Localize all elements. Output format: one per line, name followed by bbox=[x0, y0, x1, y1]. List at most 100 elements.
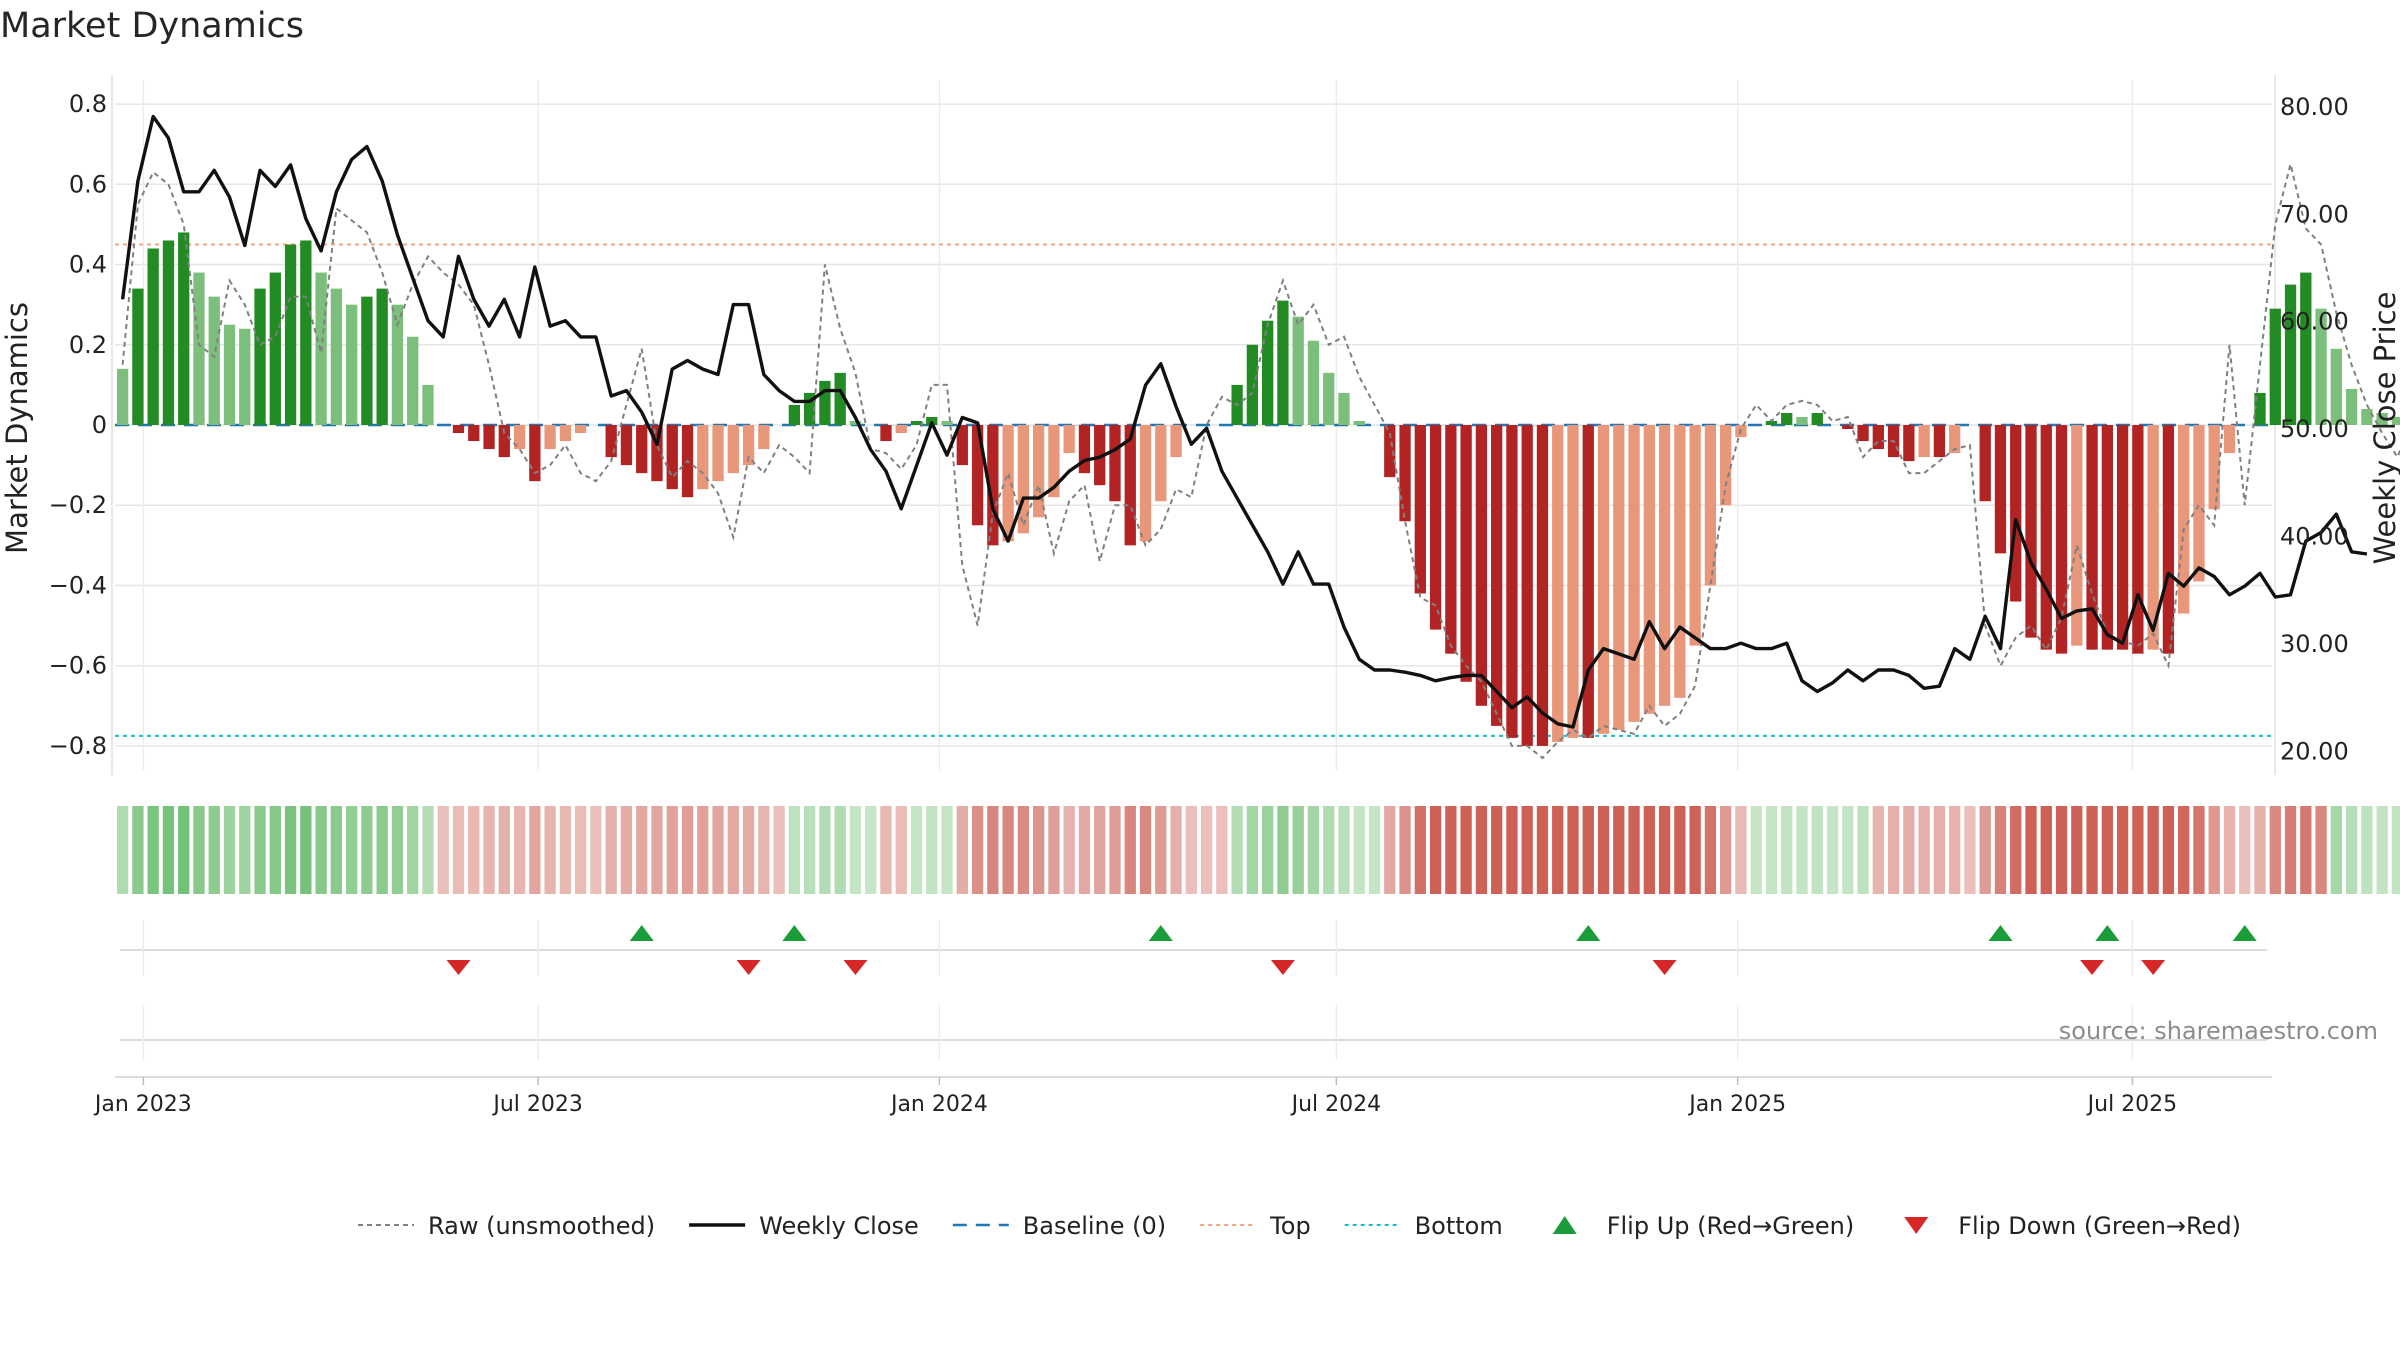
strip-cell bbox=[513, 806, 526, 894]
dynamics-bar bbox=[300, 240, 312, 425]
dynamics-bar bbox=[1002, 425, 1014, 542]
dynamics-bar bbox=[727, 425, 739, 474]
dynamics-bar bbox=[330, 288, 343, 425]
strip-cell bbox=[1170, 806, 1182, 894]
flip-down-marker bbox=[2080, 960, 2105, 975]
strip-cell bbox=[1781, 806, 1793, 894]
dynamics-bar bbox=[1063, 425, 1075, 454]
dynamics-bar bbox=[2361, 408, 2373, 425]
strip-cell bbox=[956, 806, 968, 894]
dynamics-bar bbox=[1567, 425, 1579, 738]
strip-cell bbox=[2086, 806, 2098, 894]
dynamics-bar bbox=[987, 425, 999, 546]
strip-cell bbox=[2208, 806, 2220, 894]
legend-raw-label: Raw (unsmoothed) bbox=[428, 1212, 655, 1240]
dynamics-bar bbox=[712, 425, 724, 482]
dynamics-bar bbox=[834, 372, 846, 425]
strip-cell bbox=[1735, 806, 1747, 894]
x-tick-label: Jan 2023 bbox=[93, 1092, 192, 1117]
y-tick-label: 0.2 bbox=[69, 331, 107, 359]
strip-cell bbox=[1277, 806, 1289, 894]
dynamics-bar bbox=[1796, 416, 1808, 425]
dynamics-bar bbox=[2391, 416, 2400, 425]
legend-flip-up-swatch bbox=[1552, 1216, 1577, 1234]
strip-cell bbox=[1887, 806, 1900, 894]
strip-cell bbox=[1552, 806, 1564, 894]
dynamics-bar bbox=[1323, 372, 1335, 425]
dynamics-bar bbox=[1139, 425, 1152, 542]
strip-cell bbox=[391, 806, 404, 894]
dynamics-bar bbox=[2376, 412, 2388, 425]
dynamics-bar bbox=[2269, 308, 2281, 425]
dynamics-bar bbox=[636, 425, 648, 474]
strip-cell bbox=[407, 806, 419, 894]
strip-cell bbox=[2162, 806, 2175, 894]
dynamics-bar bbox=[666, 425, 678, 490]
dynamics-bar bbox=[788, 404, 801, 425]
dynamics-bar bbox=[651, 425, 663, 482]
strip-cell bbox=[1124, 806, 1136, 894]
strip-cell bbox=[2193, 806, 2205, 894]
strip-cell bbox=[1002, 806, 1014, 894]
dynamics-bar bbox=[1017, 425, 1030, 534]
dynamics-bar bbox=[620, 425, 633, 466]
dynamics-bar bbox=[147, 248, 159, 425]
dynamics-bar bbox=[819, 380, 831, 425]
strip-cell bbox=[1216, 806, 1228, 894]
dynamics-bar bbox=[1353, 420, 1365, 425]
legend-flip-down-label: Flip Down (Green→Red) bbox=[1958, 1212, 2241, 1240]
flip-down-marker bbox=[446, 960, 471, 975]
strip-cell bbox=[1338, 806, 1350, 894]
strip-cell bbox=[895, 806, 907, 894]
y2-tick-label: 60.00 bbox=[2280, 308, 2349, 336]
strip-cell bbox=[1292, 806, 1304, 894]
flip-markers-panel bbox=[120, 920, 2267, 976]
dynamics-bar bbox=[2025, 425, 2037, 638]
dynamics-bar bbox=[895, 425, 907, 434]
flip-down-marker bbox=[1270, 960, 1295, 975]
strip-cell bbox=[2330, 806, 2342, 894]
strip-cell bbox=[254, 806, 266, 894]
y2-tick-label: 50.00 bbox=[2280, 415, 2349, 443]
flip-up-marker bbox=[629, 925, 654, 941]
strip-cell bbox=[1307, 806, 1320, 894]
dynamics-bar bbox=[2345, 388, 2358, 425]
dynamics-bar bbox=[529, 425, 541, 482]
strip-cell bbox=[971, 806, 984, 894]
strip-cell bbox=[2269, 806, 2281, 894]
flip-up-marker bbox=[1988, 925, 2013, 941]
strip-cell bbox=[1368, 806, 1381, 894]
right-axis-ticks: 80.00 70.00 60.00 50.00 40.00 30.00 20.00 bbox=[2280, 93, 2349, 766]
strip-cell bbox=[2040, 806, 2052, 894]
strip-cell bbox=[819, 806, 831, 894]
strip-cell bbox=[452, 806, 465, 894]
strip-cell bbox=[422, 806, 434, 894]
dynamics-bar bbox=[1491, 425, 1503, 726]
dynamics-bar bbox=[559, 425, 572, 442]
strip-cell bbox=[1765, 806, 1778, 894]
dynamics-bar bbox=[1658, 425, 1671, 706]
dynamics-bar bbox=[1506, 425, 1518, 738]
strip-cell bbox=[1384, 806, 1396, 894]
dynamics-bar bbox=[1765, 420, 1778, 425]
y-tick-label: −0.2 bbox=[49, 491, 107, 519]
y2-tick-label: 40.00 bbox=[2280, 523, 2349, 551]
strip-cell bbox=[849, 806, 862, 894]
dynamics-bar bbox=[1552, 425, 1564, 742]
strip-cell bbox=[2254, 806, 2266, 894]
strip-cell bbox=[803, 806, 816, 894]
dynamics-bar bbox=[1475, 425, 1488, 706]
legend-top-label: Top bbox=[1269, 1212, 1311, 1240]
dynamics-bar bbox=[208, 296, 220, 425]
dynamics-bar bbox=[2116, 425, 2129, 650]
dynamics-bar bbox=[2071, 425, 2083, 646]
x-tick-label: Jul 2025 bbox=[2086, 1092, 2178, 1117]
dynamics-bar bbox=[1429, 425, 1442, 630]
dynamics-bar bbox=[483, 425, 495, 450]
dynamics-bar bbox=[1613, 425, 1625, 730]
dynamics-bar bbox=[1277, 300, 1289, 425]
strip-cell bbox=[742, 806, 755, 894]
dynamics-bar bbox=[361, 296, 373, 425]
strip-cell bbox=[1521, 806, 1533, 894]
